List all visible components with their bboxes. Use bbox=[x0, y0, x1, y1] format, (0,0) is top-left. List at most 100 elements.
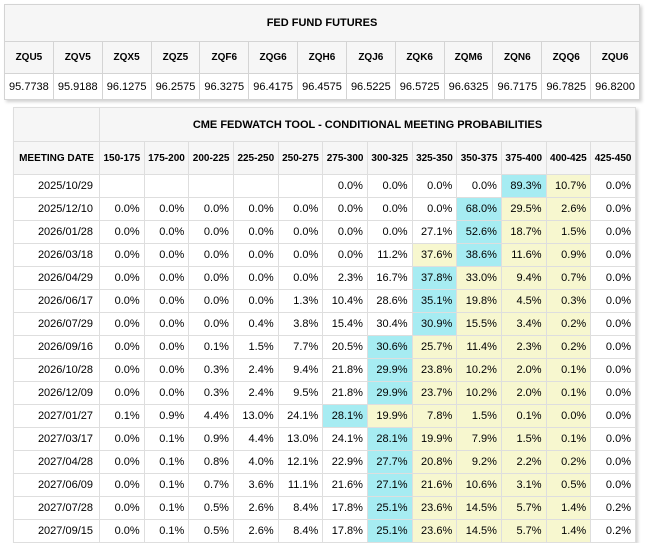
probability-cell: 5.7% bbox=[500, 519, 547, 543]
contract-code: ZQJ6 bbox=[345, 41, 396, 74]
probability-cell: 2.3% bbox=[500, 335, 547, 359]
probability-cell: 11.2% bbox=[366, 243, 413, 267]
contract-price: 96.1275 bbox=[101, 73, 152, 100]
probability-cell: 0.4% bbox=[232, 312, 279, 336]
probability-cell: 0.2% bbox=[545, 450, 592, 474]
probability-cell: 0.0% bbox=[143, 381, 190, 405]
probability-cell: 0.0% bbox=[188, 243, 234, 267]
probability-cell: 11.4% bbox=[456, 335, 502, 359]
probability-cell: 0.3% bbox=[188, 381, 234, 405]
probability-cell: 7.9% bbox=[456, 427, 502, 451]
probability-cell: 2.2% bbox=[500, 450, 547, 474]
probability-cell: 2.6% bbox=[232, 519, 279, 543]
probability-cell: 0.0% bbox=[99, 427, 145, 451]
probability-cell: 11.6% bbox=[500, 243, 547, 267]
probability-cell: 2.3% bbox=[322, 266, 368, 290]
probability-cell: 27.1% bbox=[366, 473, 413, 497]
probability-cell: 10.4% bbox=[322, 289, 368, 313]
rate-range-header: 200-225 bbox=[188, 141, 234, 175]
probability-cell: 27.1% bbox=[411, 220, 458, 244]
contract-price: 95.9188 bbox=[52, 73, 103, 100]
meeting-date: 2025/10/29 bbox=[13, 174, 100, 198]
probability-cell: 0.0% bbox=[99, 358, 145, 382]
probability-cell: 9.4% bbox=[500, 266, 547, 290]
probability-cell: 25.7% bbox=[411, 335, 458, 359]
range-header-row: MEETING DATE 150-175 175-200 200-225 225-25… bbox=[13, 141, 636, 175]
probability-cell: 30.9% bbox=[411, 312, 458, 336]
probability-cell: 0.0% bbox=[143, 335, 190, 359]
table-row: 2026/03/18 0.0% 0.0% 0.0% 0.0% 0.0% 0.0% 11.2% 3… bbox=[13, 243, 636, 267]
probability-cell bbox=[143, 174, 190, 198]
probability-cell: 8.4% bbox=[277, 519, 324, 543]
table-row: 2027/01/27 0.1% 0.9% 4.4% 13.0% 24.1% 28.1% 19.… bbox=[13, 404, 636, 428]
probability-cell: 0.0% bbox=[590, 427, 636, 451]
probability-cell: 0.0% bbox=[411, 174, 458, 198]
meeting-date: 2026/03/18 bbox=[13, 243, 100, 267]
probability-cell: 0.5% bbox=[545, 473, 592, 497]
probability-cell: 35.1% bbox=[411, 289, 458, 313]
probability-cell: 0.0% bbox=[590, 312, 636, 336]
meeting-date: 2026/07/29 bbox=[13, 312, 100, 336]
probability-cell: 0.0% bbox=[590, 335, 636, 359]
probability-cell: 30.6% bbox=[366, 335, 413, 359]
probability-cell: 28.1% bbox=[322, 404, 368, 428]
probability-cell: 0.0% bbox=[590, 381, 636, 405]
probability-cell: 29.5% bbox=[500, 197, 547, 221]
table-row: 2026/10/28 0.0% 0.0% 0.3% 2.4% 9.4% 21.8% 29.9%… bbox=[13, 358, 636, 382]
table-row: 2027/07/28 0.0% 0.1% 0.5% 2.6% 8.4% 17.8% 25.1%… bbox=[13, 496, 636, 520]
meeting-date: 2026/09/16 bbox=[13, 335, 100, 359]
probability-cell: 52.6% bbox=[456, 220, 502, 244]
table-row: 2025/12/10 0.0% 0.0% 0.0% 0.0% 0.0% 0.0% 0.0% 0.… bbox=[13, 197, 636, 221]
probability-cell: 3.6% bbox=[232, 473, 279, 497]
probability-cell: 14.5% bbox=[456, 519, 502, 543]
rate-range-header: 350-375 bbox=[456, 141, 502, 175]
probability-cell: 1.4% bbox=[545, 496, 592, 520]
probability-cell: 0.0% bbox=[99, 335, 145, 359]
probability-cell: 0.0% bbox=[232, 197, 279, 221]
probability-cell: 10.6% bbox=[456, 473, 502, 497]
rate-range-header: 325-350 bbox=[411, 141, 458, 175]
probability-cell: 0.0% bbox=[143, 266, 190, 290]
meeting-date-header: MEETING DATE bbox=[13, 141, 100, 175]
probability-cell: 20.8% bbox=[411, 450, 458, 474]
contract-price: 96.8200 bbox=[590, 73, 640, 100]
probability-cell: 4.4% bbox=[188, 404, 234, 428]
probability-cell bbox=[277, 174, 324, 198]
probability-cell: 23.8% bbox=[411, 358, 458, 382]
probability-cell: 7.8% bbox=[411, 404, 458, 428]
futures-price-row: 95.7738 95.9188 96.1275 96.2575 96.3275 96.41… bbox=[4, 73, 640, 100]
probability-cell: 0.0% bbox=[366, 197, 413, 221]
probability-cell: 0.0% bbox=[143, 358, 190, 382]
probability-cell: 14.5% bbox=[456, 496, 502, 520]
probability-cell: 23.7% bbox=[411, 381, 458, 405]
table-corner bbox=[13, 107, 100, 142]
rate-range-header: 150-175 bbox=[99, 141, 145, 175]
probability-cell: 0.0% bbox=[590, 243, 636, 267]
probability-cell: 0.0% bbox=[545, 404, 592, 428]
probability-cell: 10.2% bbox=[456, 358, 502, 382]
probability-cell: 15.4% bbox=[322, 312, 368, 336]
contract-code: ZQX5 bbox=[101, 41, 152, 74]
rate-range-header: 425-450 bbox=[590, 141, 636, 175]
probability-cell: 0.2% bbox=[545, 335, 592, 359]
probability-cell: 0.2% bbox=[590, 519, 636, 543]
probability-cell: 13.0% bbox=[277, 427, 324, 451]
probability-cell: 0.1% bbox=[545, 427, 592, 451]
probability-cell: 27.7% bbox=[366, 450, 413, 474]
meeting-date: 2027/06/09 bbox=[13, 473, 100, 497]
probability-cell: 0.3% bbox=[188, 358, 234, 382]
probability-cell: 3.8% bbox=[277, 312, 324, 336]
probability-cell: 15.5% bbox=[456, 312, 502, 336]
probability-cell: 16.7% bbox=[366, 266, 413, 290]
probability-cell: 0.0% bbox=[411, 197, 458, 221]
probability-cell: 0.1% bbox=[143, 473, 190, 497]
probability-cell: 10.2% bbox=[456, 381, 502, 405]
probability-cell: 24.1% bbox=[322, 427, 368, 451]
table-row: 2027/03/17 0.0% 0.1% 0.9% 4.4% 13.0% 24.1% 28.1… bbox=[13, 427, 636, 451]
rate-range-header: 300-325 bbox=[366, 141, 413, 175]
probability-cell: 0.0% bbox=[232, 220, 279, 244]
probability-cell: 0.1% bbox=[99, 404, 145, 428]
probability-cell: 1.5% bbox=[232, 335, 279, 359]
probability-cell: 0.0% bbox=[188, 312, 234, 336]
probability-cell: 0.7% bbox=[545, 266, 592, 290]
